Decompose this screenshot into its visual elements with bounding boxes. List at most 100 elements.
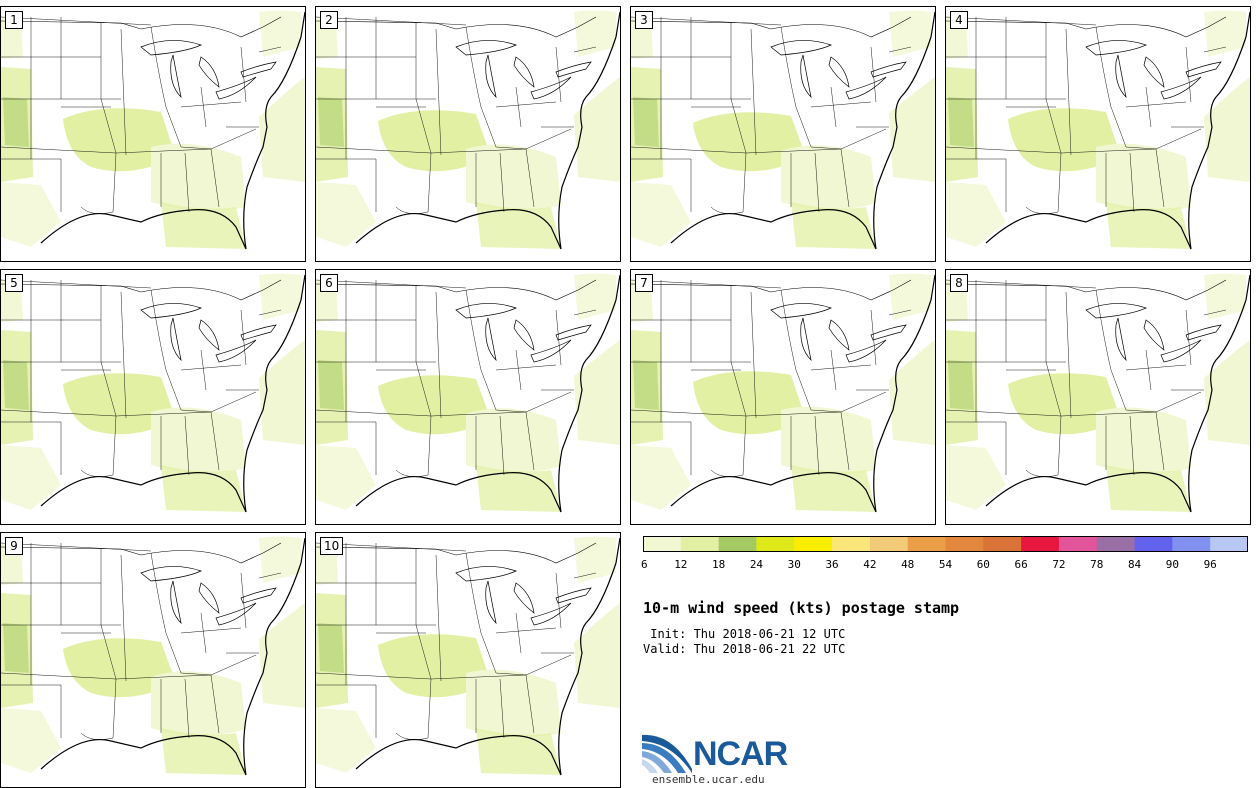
- coastline: [40, 11, 305, 250]
- map-area: [316, 10, 620, 250]
- state-borders: [631, 16, 912, 214]
- great-lakes: [455, 303, 592, 363]
- colorbar-segment: [1021, 536, 1060, 552]
- colorbar-segment: [1172, 536, 1211, 552]
- coastline: [40, 537, 305, 776]
- wind-speed-shading: [1, 10, 305, 249]
- colorbar-segment: [945, 536, 984, 552]
- website-url: ensemble.ucar.edu: [652, 773, 765, 786]
- member-panel-9: 9: [0, 532, 306, 788]
- great-lakes: [770, 40, 907, 100]
- colorbar-bar: [643, 536, 1248, 552]
- map-area: [631, 10, 935, 250]
- colorbar-segment: [794, 536, 833, 552]
- colorbar-tick-label: 66: [1014, 558, 1028, 571]
- coastline: [985, 274, 1250, 513]
- state-borders: [316, 279, 597, 477]
- member-number-label: 2: [320, 11, 338, 29]
- colorbar-segment: [1058, 536, 1098, 552]
- wind-speed-shading: [1, 536, 305, 775]
- member-panel-8: 8: [945, 269, 1251, 525]
- colorbar-tick-label: 48: [901, 558, 915, 571]
- member-number-label: 1: [5, 11, 23, 29]
- state-borders: [1, 542, 282, 740]
- wind-speed-shading: [316, 536, 620, 775]
- colorbar-tick-label: 96: [1203, 558, 1217, 571]
- colorbar-segment: [1134, 536, 1173, 552]
- great-lakes: [140, 40, 277, 100]
- colorbar-segment: [832, 536, 871, 552]
- colorbar-tick-label: 36: [825, 558, 839, 571]
- great-lakes: [1085, 303, 1222, 363]
- member-panel-4: 4: [945, 6, 1251, 262]
- map-area: [316, 273, 620, 513]
- great-lakes: [1085, 40, 1222, 100]
- canada-border: [1, 542, 282, 564]
- colorbar-tick-label: 72: [1052, 558, 1066, 571]
- canada-border: [631, 16, 912, 38]
- great-lakes: [455, 566, 592, 626]
- member-panel-6: 6: [315, 269, 621, 525]
- canada-border: [316, 16, 597, 38]
- wind-speed-shading: [316, 10, 620, 249]
- colorbar-segment: [1210, 536, 1248, 552]
- colorbar-segment: [756, 536, 795, 552]
- ncar-logo: [642, 731, 792, 775]
- colorbar-frame: [643, 536, 1248, 552]
- state-borders: [316, 542, 597, 740]
- coastline: [355, 274, 620, 513]
- map-area: [316, 536, 620, 776]
- coastline: [670, 274, 935, 513]
- great-lakes: [140, 566, 277, 626]
- colorbar-tick-label: 30: [787, 558, 801, 571]
- state-borders: [1, 16, 282, 214]
- member-number-label: 10: [320, 537, 344, 555]
- member-panel-5: 5: [0, 269, 306, 525]
- colorbar-tick-label: 24: [749, 558, 764, 571]
- colorbar-tick-labels: 6 12 18 24 30 36 42 48 54 60 66 72 78 84 90 96: [641, 558, 1260, 574]
- member-number-label: 3: [635, 11, 653, 29]
- map-area: [1, 273, 305, 513]
- wind-speed-shading: [631, 273, 935, 512]
- colorbar-segment: [680, 536, 720, 552]
- colorbar-segment: [907, 536, 946, 552]
- map-area: [631, 273, 935, 513]
- wind-speed-shading: [946, 10, 1250, 249]
- canada-border: [946, 279, 1227, 301]
- map-area: [1, 10, 305, 250]
- member-number-label: 4: [950, 11, 968, 29]
- member-panel-7: 7: [630, 269, 936, 525]
- map-area: [946, 273, 1250, 513]
- coastline: [985, 11, 1250, 250]
- member-number-label: 5: [5, 274, 23, 292]
- coastline: [355, 537, 620, 776]
- coastline: [40, 274, 305, 513]
- ncar-swoosh-icon: [642, 734, 692, 773]
- state-borders: [316, 16, 597, 214]
- colorbar-segment: [983, 536, 1022, 552]
- ncar-logo-text: NCAR: [693, 735, 788, 773]
- great-lakes: [455, 40, 592, 100]
- colorbar: [643, 536, 1248, 552]
- map-area: [946, 10, 1250, 250]
- colorbar-tick-label: 18: [712, 558, 726, 571]
- wind-speed-shading: [316, 273, 620, 512]
- colorbar-tick-label: 78: [1090, 558, 1104, 571]
- canada-border: [316, 542, 597, 564]
- map-area: [1, 536, 305, 776]
- wind-speed-shading: [631, 10, 935, 249]
- great-lakes: [140, 303, 277, 363]
- colorbar-tick-label: 6: [641, 558, 648, 571]
- canada-border: [946, 16, 1227, 38]
- wind-speed-shading: [1, 273, 305, 512]
- member-panel-1: 1: [0, 6, 306, 262]
- member-number-label: 7: [635, 274, 653, 292]
- valid-time: Valid: Thu 2018-06-21 22 UTC: [643, 642, 846, 656]
- canada-border: [1, 279, 282, 301]
- state-borders: [1, 279, 282, 477]
- great-lakes: [770, 303, 907, 363]
- figure-title: 10-m wind speed (kts) postage stamp: [643, 599, 960, 617]
- wind-speed-shading: [946, 273, 1250, 512]
- member-panel-10: 10: [315, 532, 621, 788]
- member-panel-3: 3: [630, 6, 936, 262]
